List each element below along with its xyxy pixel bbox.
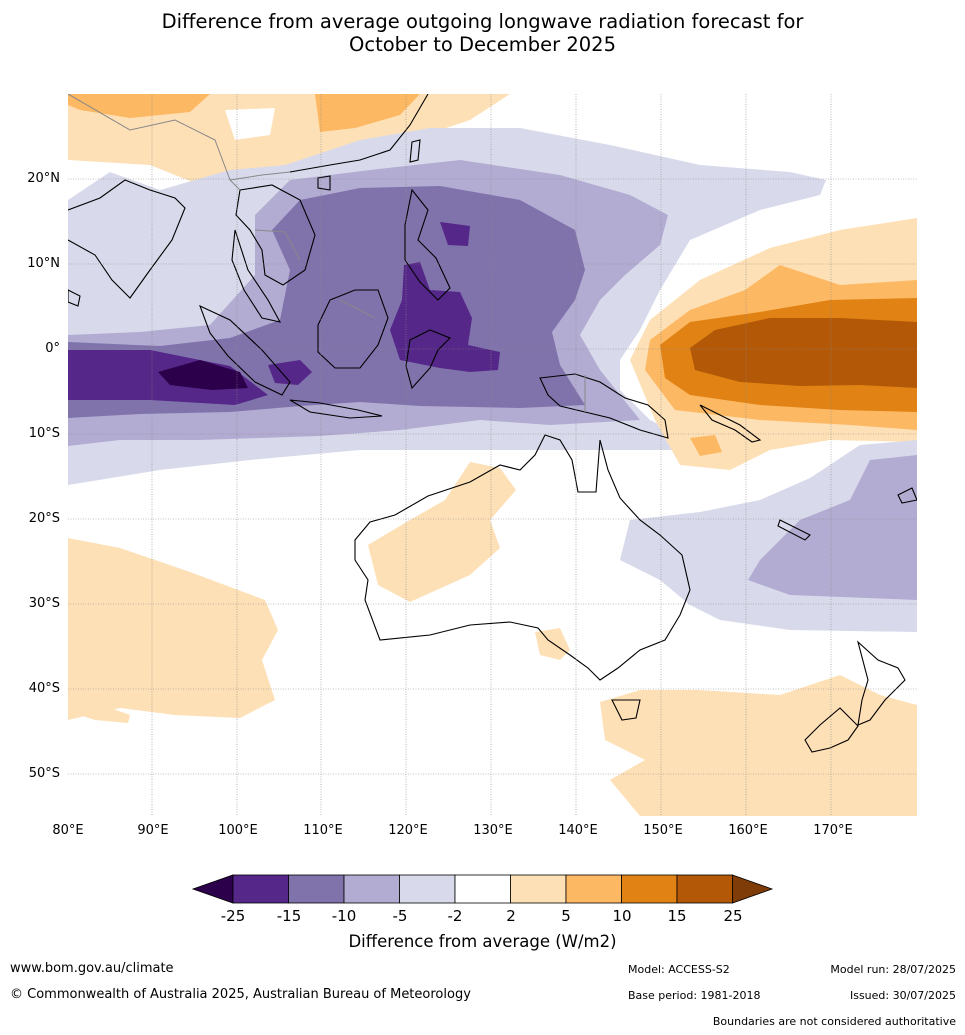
colorbar-segment-p2 xyxy=(510,874,567,904)
coastline-new-guinea xyxy=(539,373,669,439)
lat-label-30s: 30°S xyxy=(28,596,60,611)
coastline-java xyxy=(289,399,383,419)
lat-label-0: 0° xyxy=(45,341,60,356)
lat-label-20s: 20°S xyxy=(28,511,60,526)
coastline-sulawesi xyxy=(405,329,451,390)
title-line-2: October to December 2025 xyxy=(349,33,616,56)
colorbar-label: Difference from average (W/m2) xyxy=(348,932,617,951)
coastline-solomon-islands xyxy=(699,404,762,443)
title-line-1: Difference from average outgoing longwav… xyxy=(161,10,804,33)
colorbar-tick: -25 xyxy=(220,907,246,925)
colorbar-tick: -10 xyxy=(331,907,357,925)
anomaly-positive-2-5-indian-south xyxy=(68,538,278,720)
colorbar-tick: 2 xyxy=(506,907,516,925)
gridlines xyxy=(68,94,917,816)
coastline-hainan xyxy=(317,175,331,191)
map-area xyxy=(68,94,917,816)
colorbar-tick: 5 xyxy=(561,907,571,925)
colorbar-segment-p10 xyxy=(621,874,678,904)
colorbar-extend-high xyxy=(732,874,774,904)
lon-label-130e: 130°E xyxy=(473,823,513,838)
anomaly-negative-15-25-center xyxy=(390,262,500,372)
colorbar-tick: -15 xyxy=(276,907,302,925)
anomaly-positive-5-10-nw xyxy=(68,94,210,118)
boundaries-disclaimer: Boundaries are not considered authoritat… xyxy=(712,1015,956,1028)
coastline-indochina xyxy=(235,184,316,286)
lat-label-50s: 50°S xyxy=(28,766,60,781)
coastline-new-zealand-south xyxy=(804,707,859,753)
anomaly-positive-5-10-china xyxy=(315,94,420,132)
anomaly-negative-over-25 xyxy=(158,360,248,390)
coastline-taiwan xyxy=(409,139,421,163)
copyright-notice: © Commonwealth of Australia 2025, Austra… xyxy=(10,987,471,1002)
base-period: Base period: 1981-2018 xyxy=(628,989,761,1002)
lon-label-80e: 80°E xyxy=(52,823,84,838)
coastline-india xyxy=(68,179,186,299)
coastline-fiji xyxy=(897,487,917,504)
website-link[interactable]: www.bom.gov.au/climate xyxy=(10,961,174,976)
anomaly-negative-5-10-south-pacific xyxy=(748,455,917,600)
coastline-australia xyxy=(354,434,691,681)
colorbar-tick: 25 xyxy=(723,907,743,925)
model-run-date: Model run: 28/07/2025 xyxy=(830,963,956,976)
anomaly-negative-15-25-sumatra xyxy=(268,360,312,385)
lon-label-160e: 160°E xyxy=(728,823,768,838)
issued-date: Issued: 30/07/2025 xyxy=(849,989,956,1002)
colorbar-segment-n2 xyxy=(454,874,511,904)
lon-label-150e: 150°E xyxy=(643,823,683,838)
lat-label-40s: 40°S xyxy=(28,681,60,696)
colorbar-tick: -5 xyxy=(392,907,408,925)
lat-label-10s: 10°S xyxy=(28,426,60,441)
colorbar-segment-n10 xyxy=(343,874,400,904)
anomaly-negative-15-25-philippines xyxy=(440,222,470,246)
lat-label-10n: 10°N xyxy=(27,256,60,271)
coastline-philippines xyxy=(404,188,451,301)
coastline-new-caledonia xyxy=(777,519,811,541)
colorbar-extend-low xyxy=(191,874,234,904)
coastline-tasmania xyxy=(611,699,641,721)
coastline-malay-peninsula xyxy=(231,229,282,323)
colorbar-segment-p5 xyxy=(565,874,622,904)
lon-label-90e: 90°E xyxy=(137,823,169,838)
colorbar-segment-p15 xyxy=(676,874,733,904)
colorbar-tick: 10 xyxy=(612,907,632,925)
coastline-borneo xyxy=(317,289,389,369)
colorbar-segment-n15 xyxy=(288,874,345,904)
coastline-china xyxy=(289,94,429,173)
anomaly-positive-2-5-western-australia xyxy=(368,462,516,602)
anomaly-positive-5-10-vanuatu xyxy=(690,435,722,456)
colorbar xyxy=(191,874,774,904)
lon-label-120e: 120°E xyxy=(388,823,428,838)
coastlines xyxy=(68,94,917,753)
anomaly-positive-15-25-pacific xyxy=(690,318,917,388)
colorbar-tick: 15 xyxy=(667,907,687,925)
lat-label-20n: 20°N xyxy=(27,171,60,186)
country-borders xyxy=(68,94,586,412)
colorbar-tick: -2 xyxy=(447,907,463,925)
anomaly-neutral-china xyxy=(225,108,275,140)
lon-label-140e: 140°E xyxy=(558,823,598,838)
coastline-new-zealand-north xyxy=(856,640,906,726)
anomaly-positive-2-5-south-australia xyxy=(535,628,570,660)
model-name: Model: ACCESS-S2 xyxy=(628,963,730,976)
anomaly-positive-2-5-asia xyxy=(68,94,510,190)
coastline-sumatra xyxy=(199,304,291,396)
colorbar-segment-n25 xyxy=(232,874,289,904)
lon-label-170e: 170°E xyxy=(813,823,853,838)
lon-label-100e: 100°E xyxy=(218,823,258,838)
anomaly-positive-2-5-indian-south-small xyxy=(70,708,130,723)
coastline-sri-lanka xyxy=(68,289,81,307)
map-title: Difference from average outgoing longwav… xyxy=(0,10,965,56)
colorbar-segment-n5 xyxy=(399,874,456,904)
anomaly-positive-2-5-tasman xyxy=(600,675,917,816)
lon-label-110e: 110°E xyxy=(303,823,343,838)
